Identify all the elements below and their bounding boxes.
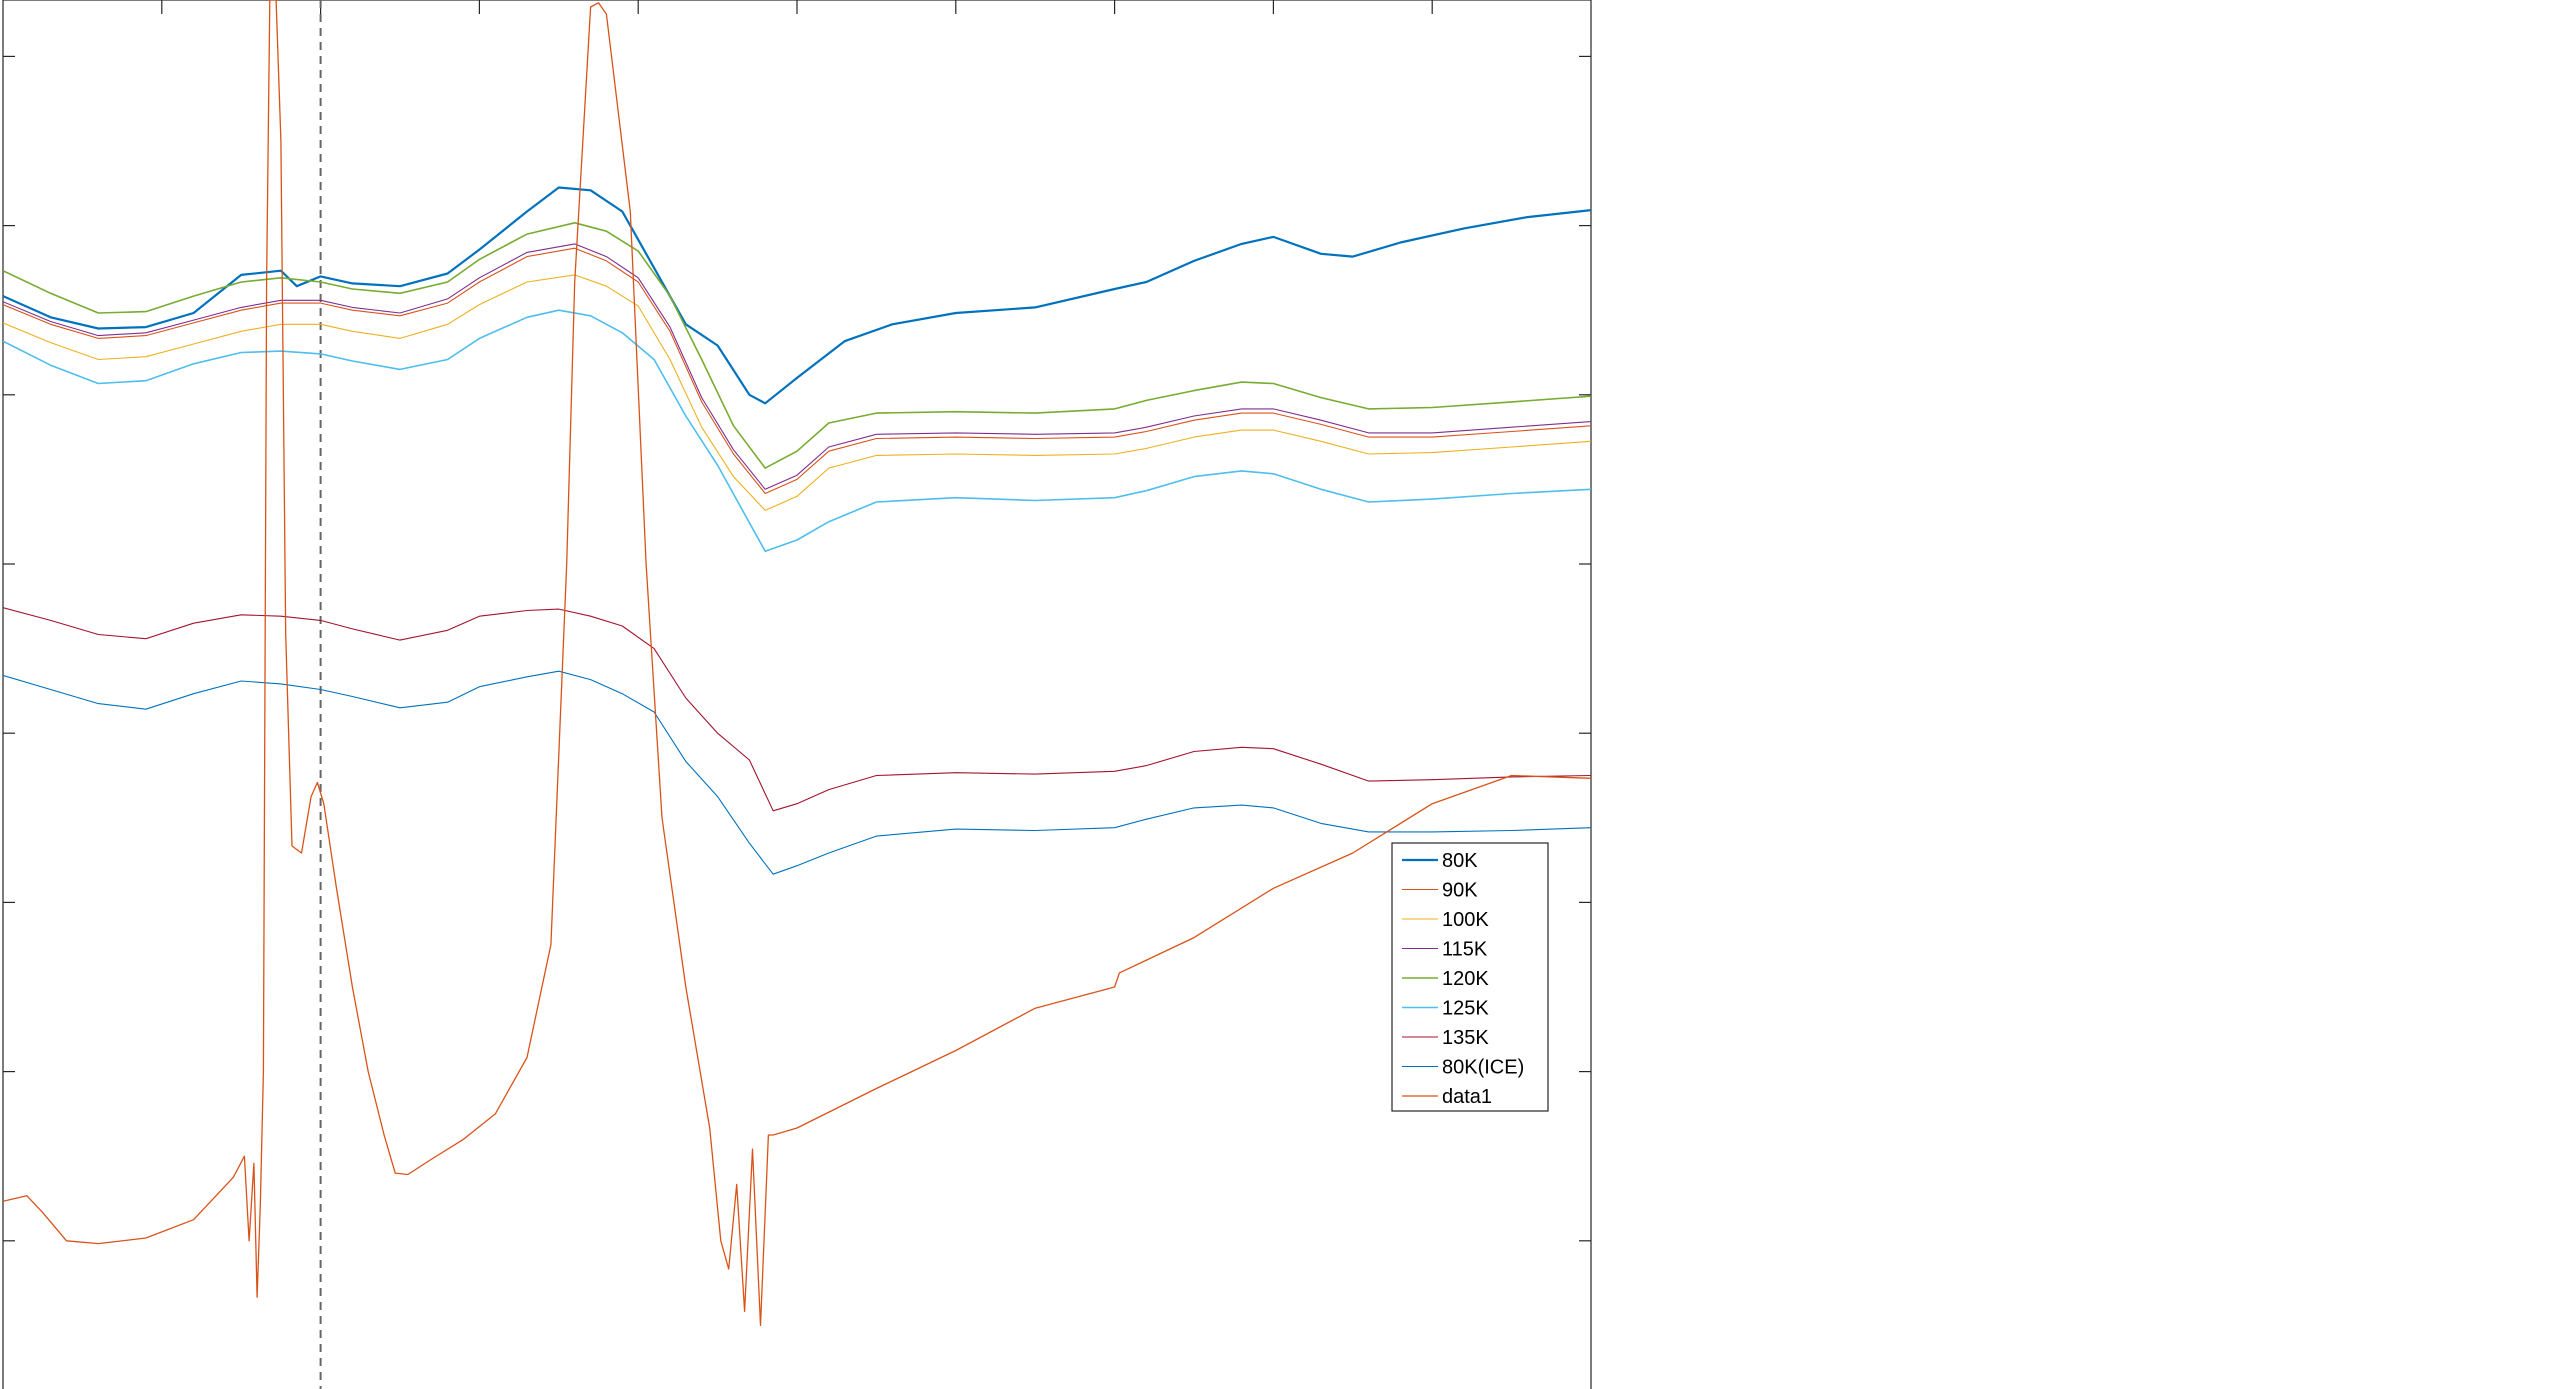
series-line-115k [3,243,1591,490]
legend-label-1: 80K [1442,850,1478,872]
axis-ticks [3,0,1591,1242]
series-lines [3,0,1591,1327]
legend-label-8: 80K(ICE) [1442,1057,1524,1079]
series-line-data1 [3,0,1591,1327]
legend-items: 80K 90K 100K 115K 120K 125K 135K 80K(ICE) data1 [1402,850,1524,1108]
series-line-80k-ice [3,670,1591,875]
legend-label-9: data1 [1442,1086,1492,1108]
legend-label-6: 125K [1442,998,1489,1020]
legend-label-3: 100K [1442,909,1489,931]
series-line-120k [3,222,1591,469]
series-line-125k [3,309,1591,553]
series-line-90k [3,247,1591,495]
plot-frame [2,0,1592,1389]
legend-label-4: 115K [1442,939,1488,961]
series-line-135k [3,607,1591,812]
series-line-100k [3,274,1591,511]
legend-label-5: 120K [1442,968,1489,990]
legend: 80K 90K 100K 115K 120K 125K 135K 80K(ICE) data1 [1391,842,1549,1112]
series-line-80k [3,186,1591,405]
legend-label-2: 90K [1442,880,1478,902]
legend-label-7: 135K [1442,1027,1489,1049]
